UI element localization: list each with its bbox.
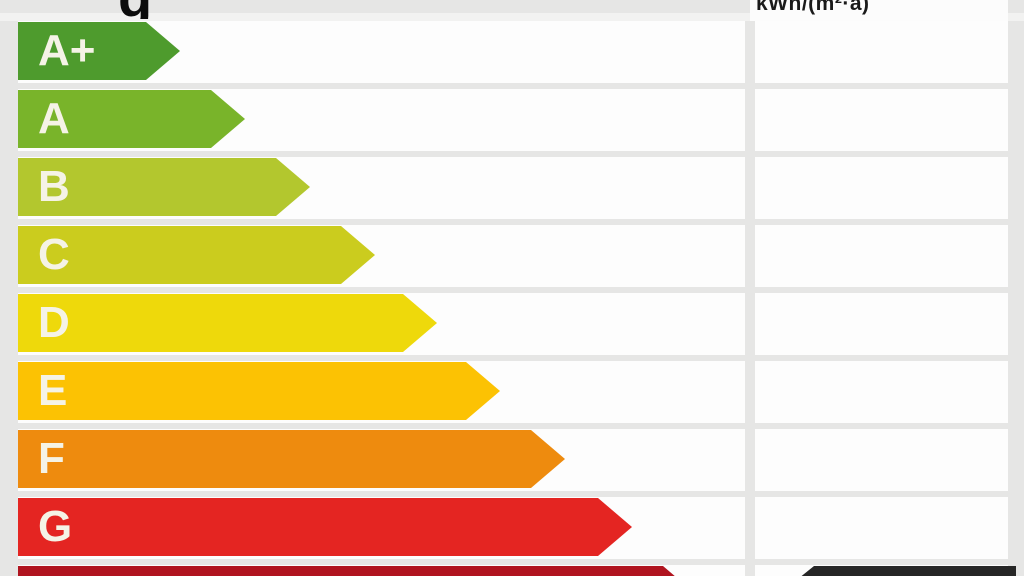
cropped-heading-fragment: g	[118, 0, 208, 19]
rating-row-e: E	[0, 361, 1024, 429]
class-label: D	[38, 298, 70, 347]
row-band-right	[755, 429, 1008, 491]
row-band-right	[755, 21, 1008, 83]
class-arrow-a-plus: A+	[18, 22, 180, 80]
class-label: F	[38, 434, 65, 483]
class-arrow-g: G	[18, 498, 632, 556]
rating-row-f: F	[0, 429, 1024, 497]
rating-row-c: C	[0, 225, 1024, 293]
heading-fragment-text: g	[118, 0, 208, 19]
rating-row-a-plus: A+	[0, 21, 1024, 89]
class-arrow-d: D	[18, 294, 437, 352]
class-arrow-a: A	[18, 90, 245, 148]
class-arrow-e: E	[18, 362, 500, 420]
class-label: H	[18, 566, 697, 576]
rating-row-g: G	[0, 497, 1024, 565]
rating-row-d: D	[0, 293, 1024, 361]
class-label: G	[38, 502, 73, 551]
rating-row-h: H	[0, 565, 1024, 576]
class-label: E	[38, 366, 68, 415]
row-band-right	[755, 89, 1008, 151]
class-arrow-h: H	[18, 566, 697, 576]
class-label: B	[38, 162, 70, 211]
class-label: A+	[38, 26, 96, 75]
class-label: A	[38, 94, 70, 143]
class-arrow-f: F	[18, 430, 565, 488]
row-band-right	[755, 293, 1008, 355]
row-band-right	[755, 157, 1008, 219]
class-arrow-b: B	[18, 158, 310, 216]
row-band-right	[755, 497, 1008, 559]
rating-row-a: A	[0, 89, 1024, 157]
value-indicator-arrow	[778, 566, 1016, 576]
row-band-right	[755, 361, 1008, 423]
class-arrow-c: C	[18, 226, 375, 284]
class-label: C	[38, 230, 70, 279]
row-band-right	[755, 225, 1008, 287]
unit-label: kWh/(m²·a)	[756, 0, 870, 15]
header-divider-strip	[0, 13, 1024, 21]
rating-row-b: B	[0, 157, 1024, 225]
unit-header-cell: kWh/(m²·a)	[750, 0, 1008, 21]
